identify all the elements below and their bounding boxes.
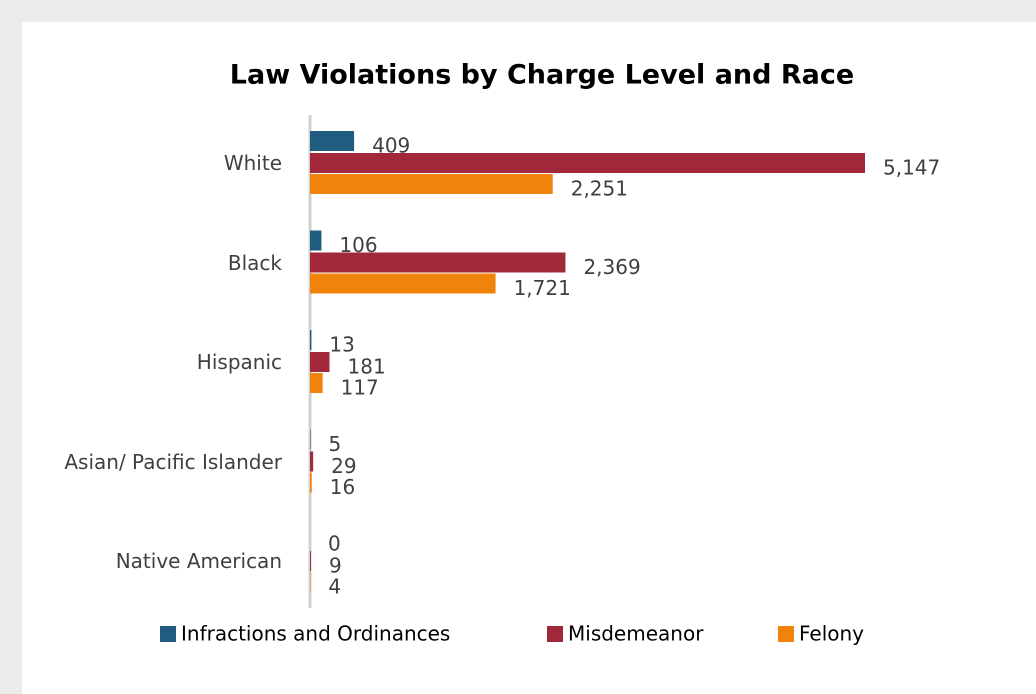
panel	[22, 22, 1036, 694]
data-label: 0	[328, 532, 341, 556]
category-label-box: Asian/ Pacific Islander	[64, 449, 282, 474]
bar	[310, 551, 311, 571]
bar	[310, 373, 323, 393]
data-label: 5,147	[883, 156, 940, 180]
data-label: 9	[329, 554, 342, 578]
legend-label: Infractions and Ordinances	[181, 622, 450, 646]
legend-swatch	[160, 626, 176, 642]
data-label: 117	[341, 376, 379, 400]
y-tick-label: White	[223, 151, 282, 175]
legend-swatch	[547, 626, 563, 642]
y-tick-label: Native American	[115, 549, 282, 573]
bar	[310, 472, 312, 493]
y-tick-label: Black	[227, 250, 282, 275]
legend-swatch	[778, 626, 794, 642]
legend-label: Misdemeanor	[568, 622, 704, 646]
bar	[310, 330, 312, 350]
bar	[310, 174, 553, 194]
bar	[310, 131, 355, 151]
bar	[310, 273, 496, 294]
data-label: 13	[329, 333, 354, 357]
data-label: 4	[328, 575, 341, 599]
bar	[310, 352, 330, 372]
category-label-box: White	[223, 151, 282, 175]
chart-title: Law Violations by Charge Level and Race	[230, 60, 854, 91]
y-tick-label: Hispanic	[196, 350, 282, 374]
data-label: 29	[331, 454, 356, 478]
data-label: 5	[329, 432, 342, 456]
data-label: 181	[348, 355, 386, 379]
bar	[310, 252, 566, 273]
legend-label: Felony	[799, 622, 864, 646]
bar	[310, 153, 865, 173]
data-label: 2,251	[571, 177, 628, 201]
y-tick-label: Asian/ Pacific Islander	[64, 449, 282, 474]
bar	[310, 230, 322, 251]
bar	[310, 429, 311, 450]
data-label: 16	[330, 475, 355, 499]
category-label-box: Black	[227, 250, 282, 275]
data-label: 1,721	[514, 276, 571, 300]
category-label-box: Native American	[115, 549, 282, 573]
bar	[310, 451, 314, 472]
data-label: 2,369	[583, 255, 640, 279]
category-label-box: Hispanic	[196, 350, 282, 374]
